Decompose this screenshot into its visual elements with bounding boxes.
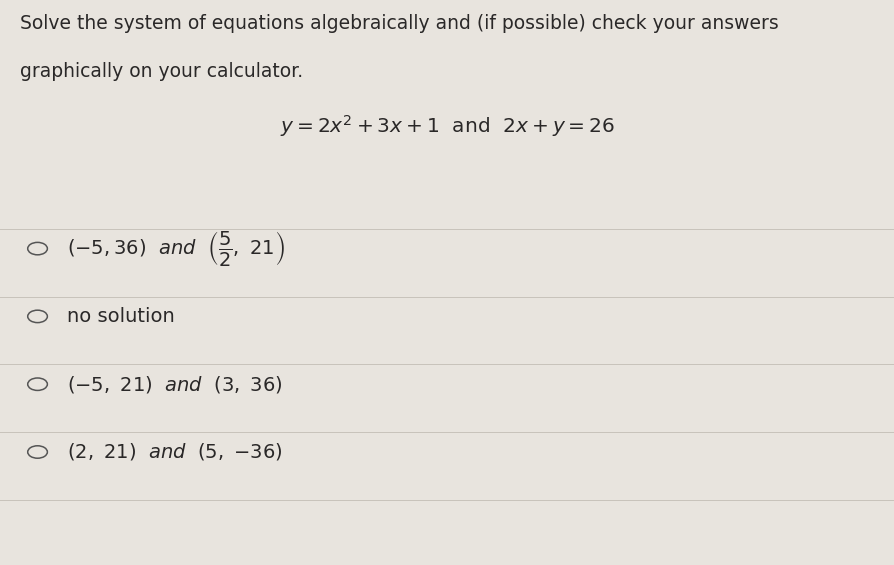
Text: $(-5, 36)$  $\mathit{and}$  $\left(\dfrac{5}{2},\ 21\right)$: $(-5, 36)$ $\mathit{and}$ $\left(\dfrac{… <box>67 229 285 268</box>
Text: $(-5,\ 21)$  $\mathit{and}$  $(3,\ 36)$: $(-5,\ 21)$ $\mathit{and}$ $(3,\ 36)$ <box>67 373 283 395</box>
Text: graphically on your calculator.: graphically on your calculator. <box>20 62 303 81</box>
Text: $y = 2x^2 + 3x + 1$  and  $2x + y = 26$: $y = 2x^2 + 3x + 1$ and $2x + y = 26$ <box>280 113 614 139</box>
Text: no solution: no solution <box>67 307 175 326</box>
Text: Solve the system of equations algebraically and (if possible) check your answers: Solve the system of equations algebraica… <box>20 14 779 33</box>
Text: $(2,\ 21)$  $\mathit{and}$  $(5,\ {-36})$: $(2,\ 21)$ $\mathit{and}$ $(5,\ {-36})$ <box>67 441 283 463</box>
